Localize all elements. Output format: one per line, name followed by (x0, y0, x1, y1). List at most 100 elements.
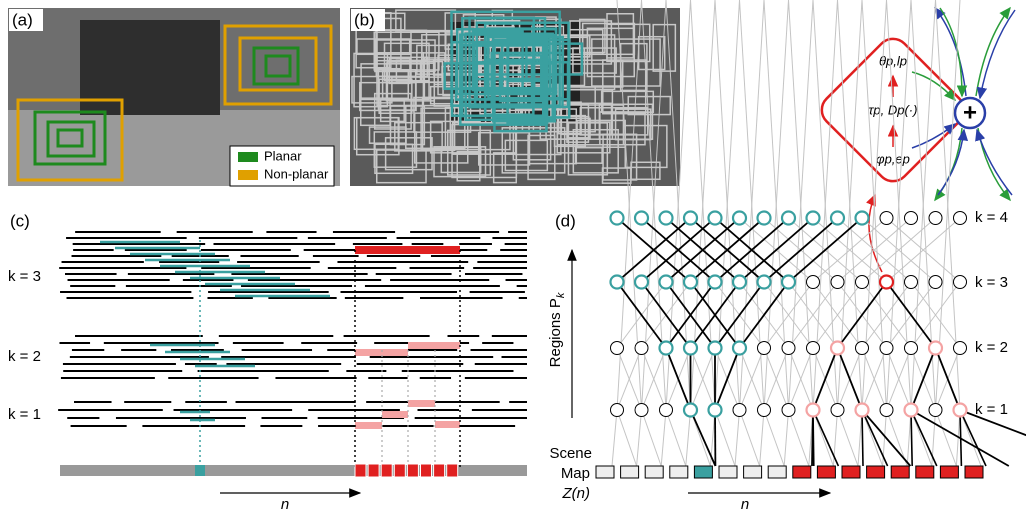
region-node (807, 342, 820, 355)
region-node (929, 404, 942, 417)
map-cell (891, 466, 909, 478)
edge (612, 410, 617, 466)
region-node (929, 342, 942, 355)
region-node (758, 276, 771, 289)
map-label: Scene (549, 445, 592, 462)
edge (715, 410, 735, 466)
map-cell (355, 464, 366, 477)
map-cell (768, 466, 786, 478)
edge (838, 410, 859, 466)
sub-region (435, 421, 460, 428)
panel-label: (b) (354, 10, 375, 29)
region-node (684, 342, 697, 355)
map-label: Z(n) (562, 485, 591, 502)
map-cell (744, 466, 762, 478)
region-node (856, 212, 869, 225)
region-node (611, 276, 624, 289)
edge (666, 410, 686, 466)
region-node (635, 212, 648, 225)
edge (637, 410, 642, 466)
map-cell (793, 466, 811, 478)
region-node (807, 404, 820, 417)
map-cell (596, 466, 614, 478)
map-cell (965, 466, 983, 478)
region-node (905, 276, 918, 289)
region-node (758, 212, 771, 225)
edge (862, 410, 888, 466)
level-label: k = 3 (8, 268, 41, 285)
region-node (660, 342, 673, 355)
region-node (660, 212, 673, 225)
region-node (733, 212, 746, 225)
edge (760, 410, 764, 466)
axis-label-sub: k (555, 292, 567, 298)
map-cell (381, 464, 392, 477)
region-node (684, 212, 697, 225)
axis-label: n (741, 496, 749, 511)
region-node (831, 276, 844, 289)
map-cell (670, 466, 688, 478)
edge (691, 410, 716, 466)
map-cell (394, 464, 405, 477)
map-cell (916, 466, 934, 478)
region-node (905, 404, 918, 417)
region-node (954, 404, 967, 417)
legend-label: Non-planar (264, 166, 329, 181)
region-node (635, 276, 648, 289)
region-node (929, 212, 942, 225)
region-node (807, 276, 820, 289)
panel-c: (c) k = 3 k = 2 k = 1 n (8, 211, 527, 511)
sum-symbol: + (963, 99, 977, 126)
region-node (782, 342, 795, 355)
active-region (355, 246, 460, 254)
region-node (880, 404, 893, 417)
region-node (856, 342, 869, 355)
sub-region (408, 342, 460, 349)
region-node (684, 404, 697, 417)
region-node (880, 276, 893, 289)
edge (617, 410, 637, 466)
region-node (611, 342, 624, 355)
map-cell (434, 464, 445, 477)
region-node (954, 342, 967, 355)
region-node (782, 212, 795, 225)
map-cell (447, 464, 458, 477)
region-node (709, 404, 722, 417)
region-node (831, 342, 844, 355)
sub-region (408, 400, 435, 407)
region-node (635, 342, 648, 355)
map-cell (867, 466, 885, 478)
region-node (929, 276, 942, 289)
region-node (758, 404, 771, 417)
level-label: k = 2 (975, 339, 1008, 356)
edge (642, 410, 662, 466)
level-label: k = 1 (8, 406, 41, 423)
map-cell (694, 466, 712, 478)
region-node (782, 404, 795, 417)
region-node (856, 404, 869, 417)
map-cell (645, 466, 663, 478)
map-cell (817, 466, 835, 478)
axis-label: n (281, 496, 289, 511)
level-label: k = 3 (975, 274, 1008, 291)
map-cell (421, 464, 432, 477)
panel-label: (c) (10, 211, 30, 230)
region-node (954, 212, 967, 225)
region-node (635, 404, 648, 417)
panel-label: (d) (555, 211, 576, 230)
node-param: φp,ep (876, 151, 910, 166)
level-label: k = 4 (975, 209, 1008, 226)
map-cell (407, 464, 418, 477)
figure: Planar Non-planar (a) (b) θp,lp τp, Dp(·… (0, 0, 1026, 511)
sub-region (355, 422, 382, 429)
region-node (758, 342, 771, 355)
region-node (660, 404, 673, 417)
edge (936, 410, 957, 466)
region-node (807, 212, 820, 225)
edge (813, 410, 814, 466)
panel-a: Planar Non-planar (a) (8, 8, 340, 186)
panel-label: (a) (12, 10, 33, 29)
edge (686, 410, 691, 466)
region-node (733, 404, 746, 417)
region-node (611, 404, 624, 417)
